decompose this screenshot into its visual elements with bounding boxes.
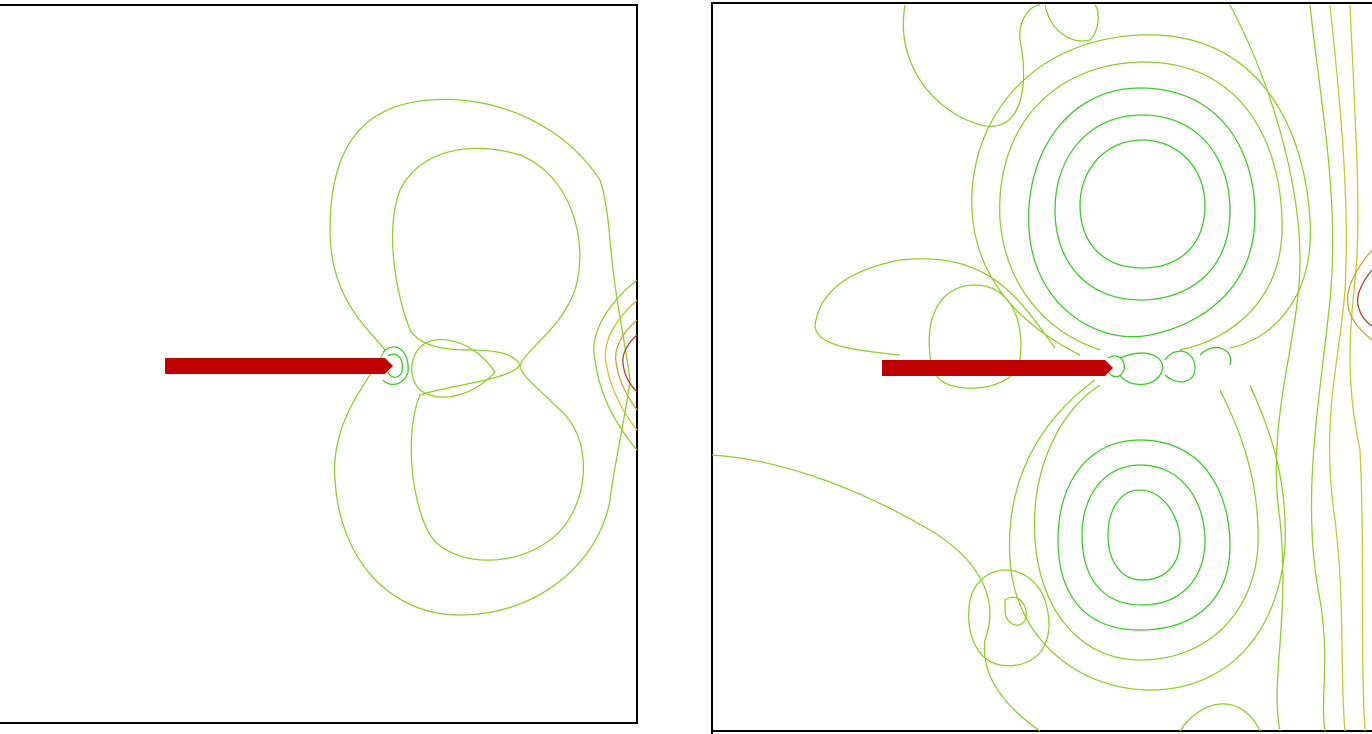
contour [1346, 249, 1372, 341]
contour [1081, 464, 1206, 606]
contour [1028, 87, 1256, 338]
contour [1054, 114, 1231, 301]
contour [1179, 703, 1261, 732]
contour [1349, 4, 1366, 732]
contour [1328, 4, 1347, 732]
contour [971, 34, 1311, 356]
contour [1229, 4, 1301, 732]
contour [1008, 379, 1286, 691]
contour [1033, 384, 1259, 661]
right-frame [711, 2, 1372, 734]
contour [1107, 489, 1181, 581]
contour [1057, 439, 1231, 631]
contour [593, 279, 638, 451]
contour [1119, 346, 1232, 386]
contour [1004, 596, 1027, 626]
contour [1356, 269, 1372, 327]
contour [329, 98, 631, 616]
contour [999, 61, 1283, 351]
contour [1309, 4, 1334, 732]
contour [391, 147, 585, 561]
contour [968, 569, 1050, 667]
contour [387, 353, 404, 378]
contour [614, 319, 638, 411]
contour [1079, 139, 1206, 269]
contour [928, 284, 1022, 389]
contour [411, 339, 496, 398]
contour [902, 4, 1041, 128]
contour [1044, 4, 1099, 42]
arrow [882, 360, 1113, 376]
contour [814, 258, 1056, 356]
contour [1107, 355, 1125, 378]
contour [622, 334, 638, 393]
arrow [165, 358, 393, 374]
contour [382, 346, 409, 386]
left-frame [0, 4, 638, 724]
contour [711, 454, 1041, 732]
contour [604, 299, 638, 431]
